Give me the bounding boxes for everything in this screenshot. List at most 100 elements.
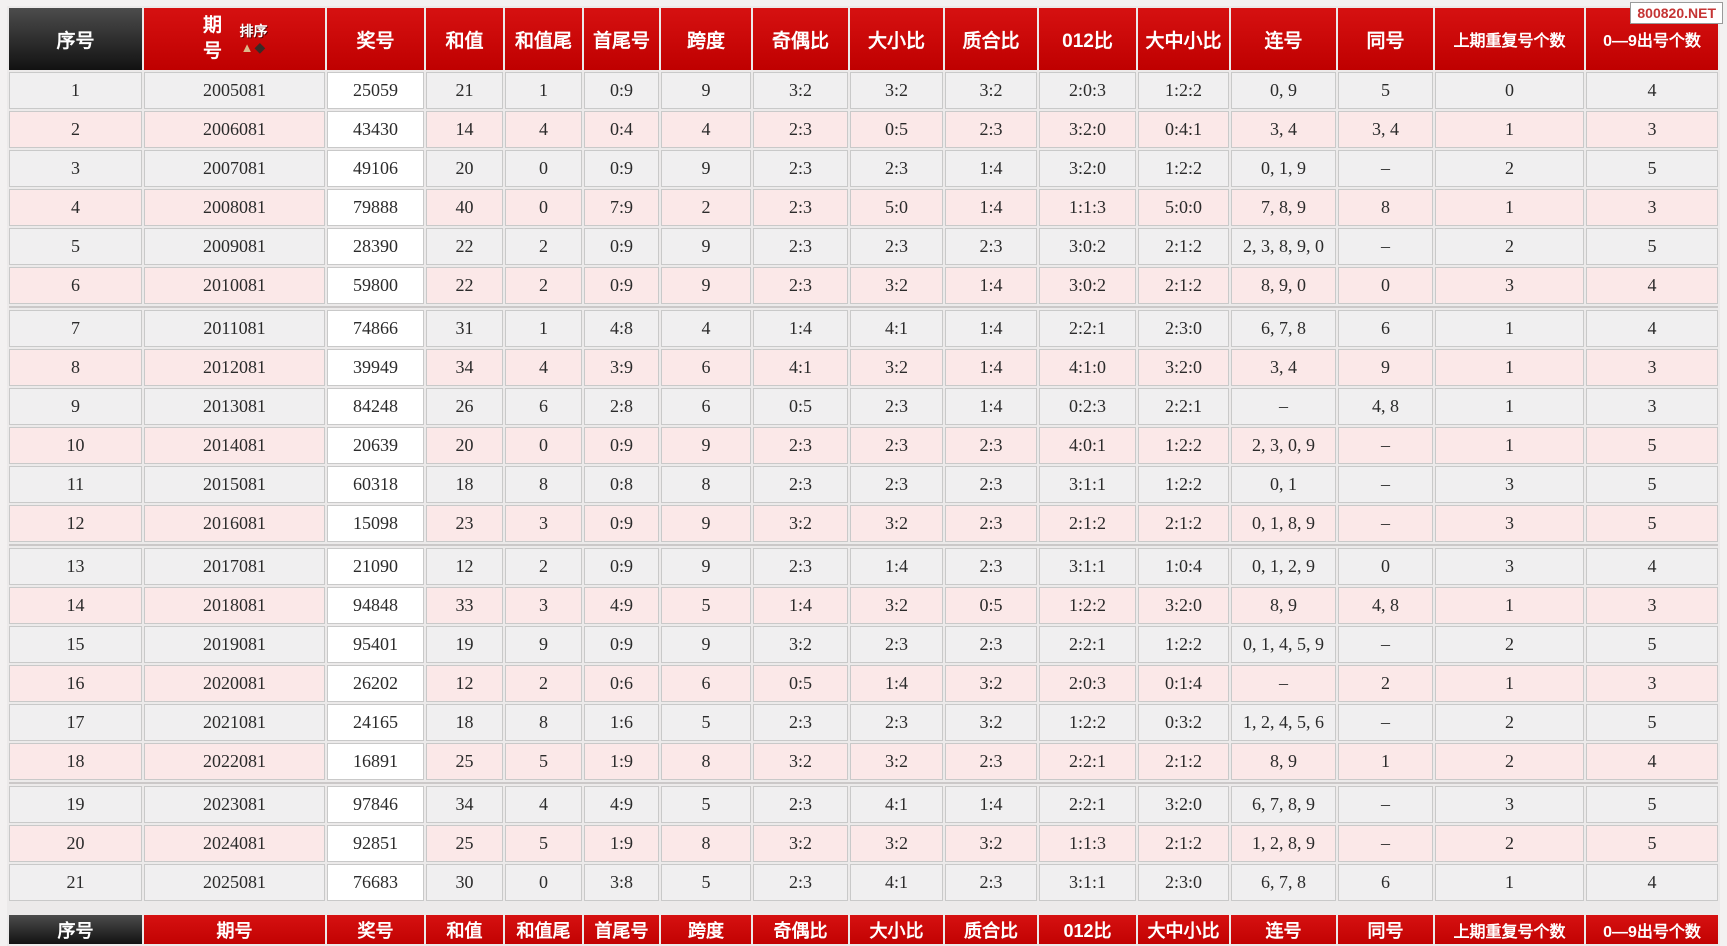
cell-tonghao: – (1338, 626, 1433, 663)
column-header-lianhao[interactable]: 连号 (1231, 915, 1336, 944)
cell-shangqichongfu: 2 (1435, 825, 1584, 862)
column-header-shangqichongfu[interactable]: 上期重复号个数 (1435, 8, 1584, 70)
column-header-tonghao[interactable]: 同号 (1338, 915, 1433, 944)
cell-chuhaogeshu: 5 (1586, 427, 1718, 464)
column-header-bi012[interactable]: 012比 (1039, 8, 1136, 70)
cell-dazhongxiaobi: 2:1:2 (1138, 743, 1229, 780)
cell-jianghao: 97846 (327, 786, 424, 823)
header-row: 序号 期号 排序 ▲◆ 奖号 和值 和值尾 首尾号 跨度 奇偶比 大小比 质合比 012比 大中小比 连号同… (9, 8, 1718, 70)
column-header-shangqichongfu[interactable]: 上期重复号个数 (1435, 915, 1584, 944)
cell-shouweihao: 0:9 (584, 626, 659, 663)
cell-hezhi: 33 (426, 587, 503, 624)
sort-arrows: ▲◆ (241, 40, 267, 54)
cell-daxiaobi: 3:2 (850, 349, 943, 386)
cell-dazhongxiaobi: 1:2:2 (1138, 150, 1229, 187)
cell-kuadu: 9 (661, 72, 751, 109)
cell-shangqichongfu: 2 (1435, 743, 1584, 780)
cell-xuhao: 18 (9, 743, 142, 780)
column-header-kuadu[interactable]: 跨度 (661, 915, 751, 944)
sort-asc-icon[interactable]: ▲ (240, 40, 255, 55)
cell-xuhao: 19 (9, 786, 142, 823)
table-footer: 序号 期号 奖号 和值 和值尾 首尾号 跨度 奇偶比 大小比 质合比 012比 大中小比 连号 同号 上期重… (9, 915, 1718, 944)
cell-jianghao: 24165 (327, 704, 424, 741)
cell-daxiaobi: 1:4 (850, 665, 943, 702)
column-header-tonghao[interactable]: 同号 (1338, 8, 1433, 70)
cell-lianhao: 0, 1, 2, 9 (1231, 548, 1336, 585)
cell-jianghao: 39949 (327, 349, 424, 386)
column-header-qihao[interactable]: 期号 排序 ▲◆ (144, 8, 325, 70)
cell-kuadu: 4 (661, 111, 751, 148)
column-header-dazhongxiaobi[interactable]: 大中小比 (1138, 915, 1229, 944)
cell-bi012: 2:1:2 (1039, 505, 1136, 542)
column-header-hezhiwei[interactable]: 和值尾 (505, 8, 582, 70)
cell-jioubi (753, 903, 848, 913)
table-row: 10 2014081 20639 20 0 0:9 9 2:3 2:3 2:3 4:0:1 1:2:2… (9, 427, 1718, 464)
cell-bi012: 3:0:2 (1039, 267, 1136, 304)
column-header-daxiaobi[interactable]: 大小比 (850, 8, 943, 70)
cell-daxiaobi: 2:3 (850, 228, 943, 265)
cell-kuadu: 5 (661, 587, 751, 624)
period-header-wrap: 期号 排序 ▲◆ (144, 13, 325, 64)
cell-shouweihao: 0:4 (584, 111, 659, 148)
cell-lianhao: 2, 3, 8, 9, 0 (1231, 228, 1336, 265)
sort-widget[interactable]: 排序 ▲◆ (240, 24, 268, 54)
column-header-xuhao[interactable]: 序号 (9, 8, 142, 70)
cell-daxiaobi: 2:3 (850, 150, 943, 187)
column-header-dazhongxiaobi[interactable]: 大中小比 (1138, 8, 1229, 70)
cell-dazhongxiaobi: 2:1:2 (1138, 267, 1229, 304)
column-header-lianhao[interactable]: 连号 (1231, 8, 1336, 70)
column-header-kuadu[interactable]: 跨度 (661, 8, 751, 70)
column-header-jianghao[interactable]: 奖号 (327, 8, 424, 70)
cell-shouweihao: 0:9 (584, 72, 659, 109)
cell-shangqichongfu (1435, 903, 1584, 913)
cell-chuhaogeshu: 3 (1586, 189, 1718, 226)
column-header-xuhao[interactable]: 序号 (9, 915, 142, 944)
cell-jianghao: 76683 (327, 864, 424, 901)
cell-shouweihao: 2:8 (584, 388, 659, 425)
cell-zhihebi: 2:3 (945, 228, 1037, 265)
column-header-jianghao[interactable]: 奖号 (327, 915, 424, 944)
column-header-shouweihao[interactable]: 首尾号 (584, 915, 659, 944)
column-header-zhihebi[interactable]: 质合比 (945, 8, 1037, 70)
cell-tonghao: – (1338, 427, 1433, 464)
cell-tonghao: 1 (1338, 743, 1433, 780)
column-header-zhihebi[interactable]: 质合比 (945, 915, 1037, 944)
cell-tonghao: 4, 8 (1338, 388, 1433, 425)
cell-hezhi: 31 (426, 310, 503, 347)
column-header-daxiaobi[interactable]: 大小比 (850, 915, 943, 944)
cell-tonghao: 8 (1338, 189, 1433, 226)
column-header-chuhaogeshu[interactable]: 0—9出号个数 (1586, 915, 1718, 944)
column-header-bi012[interactable]: 012比 (1039, 915, 1136, 944)
cell-daxiaobi: 5:0 (850, 189, 943, 226)
cell-shouweihao: 0:6 (584, 665, 659, 702)
sort-label: 排序 (239, 23, 268, 39)
cell-chuhaogeshu: 4 (1586, 267, 1718, 304)
cell-chuhaogeshu: 5 (1586, 466, 1718, 503)
cell-qihao: 2013081 (144, 388, 325, 425)
column-header-hezhiwei[interactable]: 和值尾 (505, 915, 582, 944)
column-header-jioubi[interactable]: 奇偶比 (753, 915, 848, 944)
column-header-qihao[interactable]: 期号 (144, 915, 325, 944)
cell-daxiaobi: 4:1 (850, 786, 943, 823)
column-header-jioubi[interactable]: 奇偶比 (753, 8, 848, 70)
cell-bi012: 2:0:3 (1039, 665, 1136, 702)
cell-kuadu (661, 903, 751, 913)
column-header-hezhi[interactable]: 和值 (426, 915, 503, 944)
table-row: 5 2009081 28390 22 2 0:9 9 2:3 2:3 2:3 3:0:2 2:1:2 2… (9, 228, 1718, 265)
cell-tonghao: 6 (1338, 310, 1433, 347)
column-header-hezhi[interactable]: 和值 (426, 8, 503, 70)
cell-zhihebi: 2:3 (945, 466, 1037, 503)
column-header-shouweihao[interactable]: 首尾号 (584, 8, 659, 70)
cell-tonghao: 0 (1338, 267, 1433, 304)
cell-daxiaobi: 3:2 (850, 267, 943, 304)
cell-shouweihao: 0:9 (584, 267, 659, 304)
cell-lianhao: 7, 8, 9 (1231, 189, 1336, 226)
sort-desc-icon[interactable]: ◆ (254, 39, 267, 55)
cell-qihao: 2015081 (144, 466, 325, 503)
cell-lianhao: 6, 7, 8 (1231, 310, 1336, 347)
group-separator (9, 544, 1718, 546)
cell-hezhiwei: 0 (505, 427, 582, 464)
cell-hezhiwei: 4 (505, 111, 582, 148)
cell-qihao: 2006081 (144, 111, 325, 148)
cell-qihao: 2009081 (144, 228, 325, 265)
